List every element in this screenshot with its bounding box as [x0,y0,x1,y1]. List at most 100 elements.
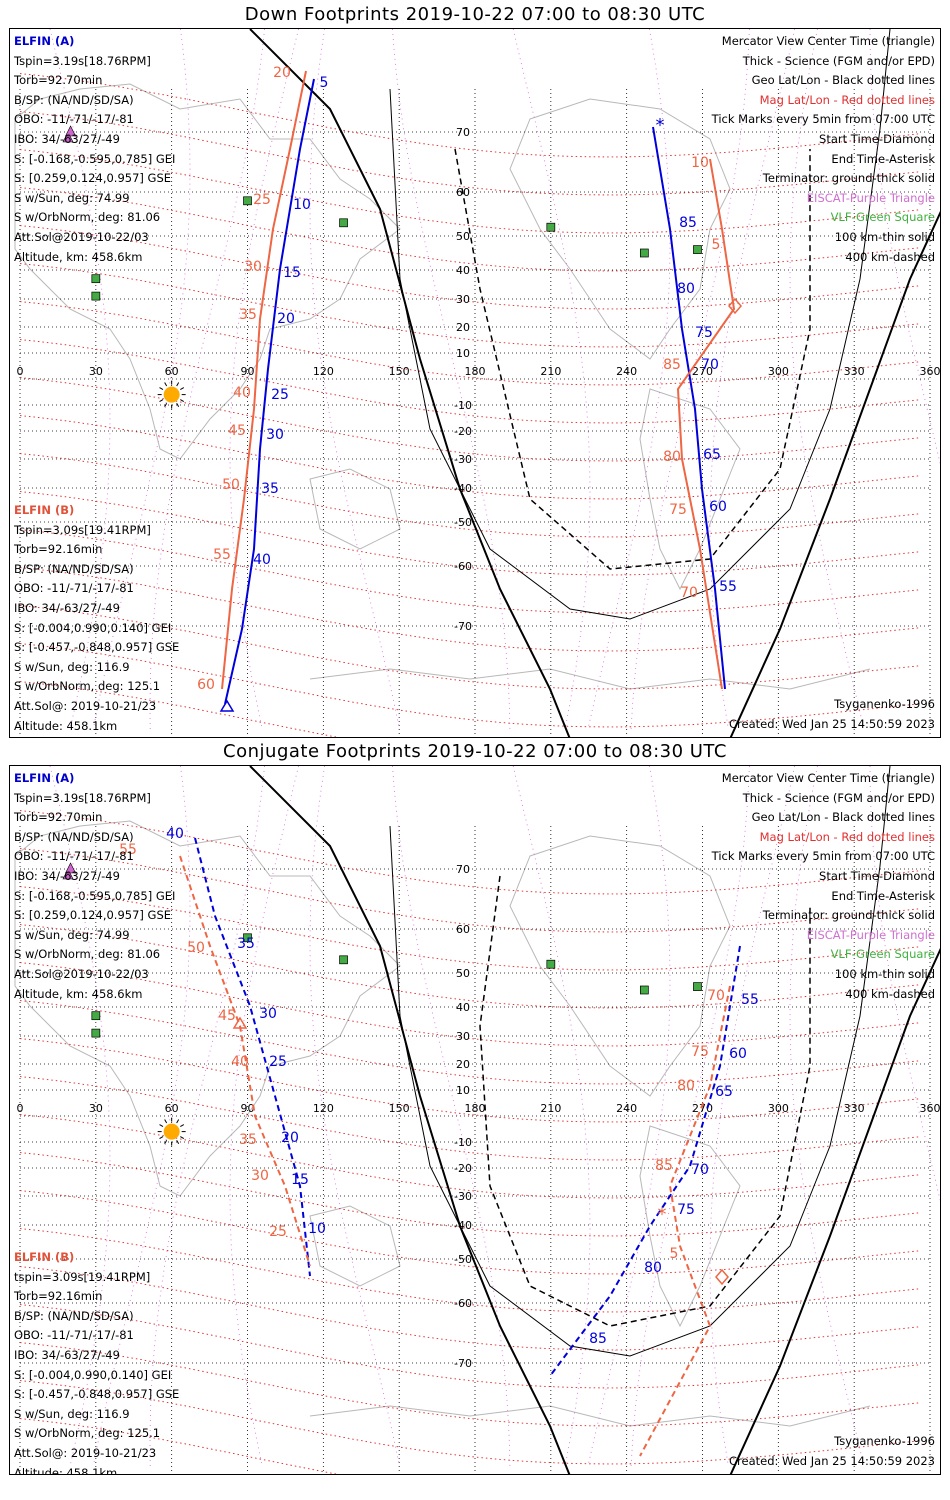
model-label: Tsyganenko-1996 [834,697,935,711]
footer: Tsyganenko-1996 Created: Wed Jan 25 14:5… [729,1432,935,1471]
terminator-400km [479,875,811,1327]
info-line: Altitude, km: 458.6km [14,249,143,264]
eiscat-marker [62,131,74,143]
lon-tick-label: 150 [389,365,410,378]
track-tick-label: 35 [239,307,257,323]
lon-tick-label: 0 [17,1102,24,1115]
legend-item: Terminator: ground-thick solid [762,908,935,923]
info-line: Torb=92.70min [14,810,103,825]
track-tick-label: 40 [166,826,184,842]
legend-item: Thick - Science (FGM and/or EPD) [742,790,935,805]
track-tick-label: 20 [281,1130,299,1146]
info-line: OBO: -11/-71/-17/-81 [14,581,134,596]
mag-lat-line [19,1114,921,1199]
sun-ray [164,1140,168,1144]
eiscat-marker [62,868,74,880]
sun-icon [157,1117,186,1146]
lon-tick-label: 270 [692,365,713,378]
sun-icon [157,380,186,409]
lon-tick-label: 210 [540,1102,561,1115]
panel-title-conjugate: Conjugate Footprints 2019-10-22 07:00 to… [223,741,727,762]
lat-tick-label: -60 [454,1297,472,1310]
lon-tick-label: 300 [768,365,789,378]
info-line: S w/OrbNorm, deg: 125.1 [14,1426,161,1441]
lon-tick-label: 30 [89,365,103,378]
continent-outline [14,820,401,1197]
track-tick-label: 80 [644,1260,662,1276]
mag-lat-line [19,924,921,1009]
mag-lat-line [19,377,921,462]
lat-tick-label: 20 [456,321,470,334]
conjugate-footprints-map: 0 30 60 90 120 150 180 210 240 270 300 330 360 70 60 50… [9,765,941,1475]
lat-tick-label: 20 [456,1058,470,1071]
terminator-line [729,210,940,737]
track-tick-label: 70 [691,1162,709,1178]
mag-lat-line [19,567,921,652]
elfin-b-track [676,158,736,690]
info-line: S w/Sun, deg: 116.9 [14,1406,130,1421]
info-line: S w/Sun, deg: 116.9 [14,659,130,674]
track-tick-label: 20 [273,65,291,81]
sun-ray [164,382,168,387]
legend-item: Mercator View Center Time (triangle) [721,771,935,785]
info-line: Torb=92.16min [14,542,103,557]
lat-tick-label: 40 [456,264,470,277]
track-tick-label: 25 [271,387,289,403]
lat-tick-label: 70 [456,126,470,139]
sun-icon [163,386,180,403]
mag-lon-line [92,766,191,1467]
track-tick-label: 35 [239,1132,257,1148]
mag-lon-line [229,766,299,1467]
vlf-station-marker [693,245,702,254]
legend-item: Mag Lat/Lon - Red dotted lines [759,92,935,107]
legend-item: Geo Lat/Lon - Black dotted lines [751,810,935,825]
terminator-100km [389,29,891,620]
lat-tick-label: -60 [454,560,472,573]
mag-lat-line [19,848,921,933]
lat-tick-label: -50 [454,1253,472,1266]
eiscat-marker [65,125,77,137]
mag-lat-line [19,643,921,728]
mag-lat-line [19,1342,921,1427]
mag-lon-line [630,29,750,730]
track-tick-label: 80 [677,1078,695,1094]
lon-tick-label: 240 [616,1102,637,1115]
track-tick-label: 35 [261,481,279,497]
track-tick-label: 60 [729,1046,747,1062]
track-tick-label: 35 [237,936,255,952]
vlf-station-marker [339,218,348,228]
lon-tick-label: 150 [389,1102,410,1115]
continent-outline [639,388,741,591]
lon-tick-label: 60 [165,1102,179,1115]
track-tick-label: 55 [213,547,231,563]
mag-lon-line [229,29,299,730]
track-tick-label: 40 [231,1054,249,1070]
mag-lon-line [630,766,750,1467]
sun-ray [176,1119,180,1124]
mag-lat-line [19,491,921,576]
terminator-line [729,947,940,1474]
track-tick-label: 15 [291,1172,309,1188]
lat-tick-label: 70 [456,863,470,876]
lon-tick-label: 180 [465,365,486,378]
elfin-a-track [224,78,315,705]
mag-lon-line [92,29,191,730]
mag-lat-line [19,149,921,234]
sun-ray [180,399,185,403]
track-tick-label: 5 [320,75,329,91]
mag-lat-line [19,73,921,158]
elfin-a-track [194,837,311,1277]
track-tick-label: 5 [712,237,721,253]
lat-tick-label: 40 [456,1001,470,1014]
lat-tick-label: -20 [454,425,472,438]
continent-outline [309,468,401,550]
track-tick-label: 55 [719,579,737,595]
lat-tick-label: 10 [456,347,470,360]
info-line: tspin=3.09s[19.41RPM] [14,1269,151,1284]
lat-tick-label: 60 [456,923,470,936]
track-tick-label: 85 [663,357,681,373]
start-time-diamond [715,1268,729,1286]
track-tick-label: 75 [669,502,687,518]
info-line: Torb=92.16min [14,1289,103,1304]
elfin-b-info: ELFIN (B) tspin=3.09s[19.41RPM] Torb=92.… [14,1248,179,1474]
